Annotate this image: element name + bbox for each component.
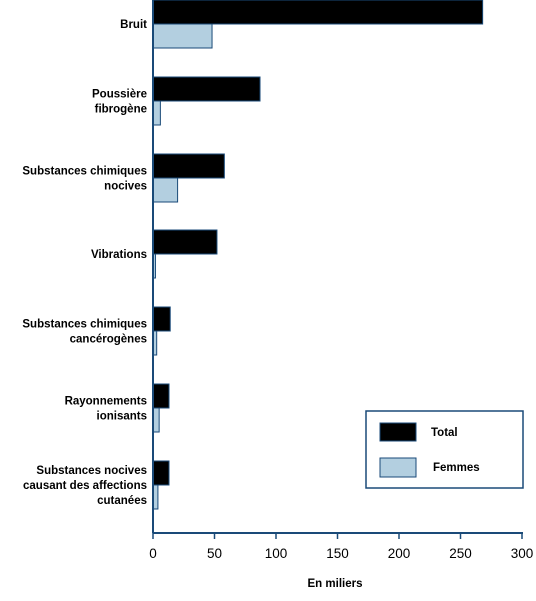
category-label: Substances chimiques cancérogènes [22, 319, 147, 346]
bar-total-5 [152, 383, 170, 409]
category-label: Bruit [120, 19, 147, 31]
x-tick-label: 200 [388, 546, 411, 561]
bar-total-0 [152, 0, 484, 25]
bar-total-1 [152, 76, 261, 102]
category-label-line: ionisants [97, 411, 147, 423]
x-tick-label: 300 [511, 546, 534, 561]
bar-total-3 [152, 229, 218, 255]
bar-femmes-2 [152, 177, 179, 203]
bar-femmes-0 [152, 23, 213, 49]
bar-total-2 [152, 153, 225, 179]
category-label: Vibrations [91, 249, 147, 261]
category-label: Poussière fibrogène [92, 89, 147, 116]
category-label-line: Substances chimiques [22, 319, 147, 331]
category-label: Rayonnements ionisants [65, 396, 147, 423]
category-label-line: cutanées [97, 495, 147, 507]
category-label-line: Rayonnements [65, 396, 147, 408]
x-axis-title: En miliers [308, 578, 363, 590]
legend-swatch-femmes [379, 457, 417, 478]
category-label-line: Substances nocives [36, 465, 147, 477]
category-label-line: Bruit [120, 19, 147, 31]
bar-femmes-1 [152, 100, 161, 126]
x-tick-label: 100 [265, 546, 288, 561]
bar-total-6 [152, 460, 170, 486]
category-label: Substances nocives causant des affections… [23, 465, 147, 507]
x-tick-label: 0 [149, 546, 157, 561]
x-tick-label: 250 [449, 546, 472, 561]
category-label-line: Vibrations [91, 249, 147, 261]
category-label-line: cancérogènes [70, 334, 147, 346]
category-label: Substances chimiques nocives [22, 166, 147, 193]
category-label-line: Poussière [92, 89, 147, 101]
x-tick-label: 50 [207, 546, 222, 561]
category-label-line: causant des affections [23, 480, 147, 492]
bar-total-4 [152, 306, 171, 332]
category-label-line: nocives [104, 181, 147, 193]
category-label-line: fibrogène [95, 104, 147, 116]
legend-label-total: Total [431, 427, 458, 439]
legend-swatch-total [379, 422, 417, 442]
x-tick-label: 150 [326, 546, 349, 561]
legend-label-femmes: Femmes [433, 462, 480, 474]
category-label-line: Substances chimiques [22, 166, 147, 178]
